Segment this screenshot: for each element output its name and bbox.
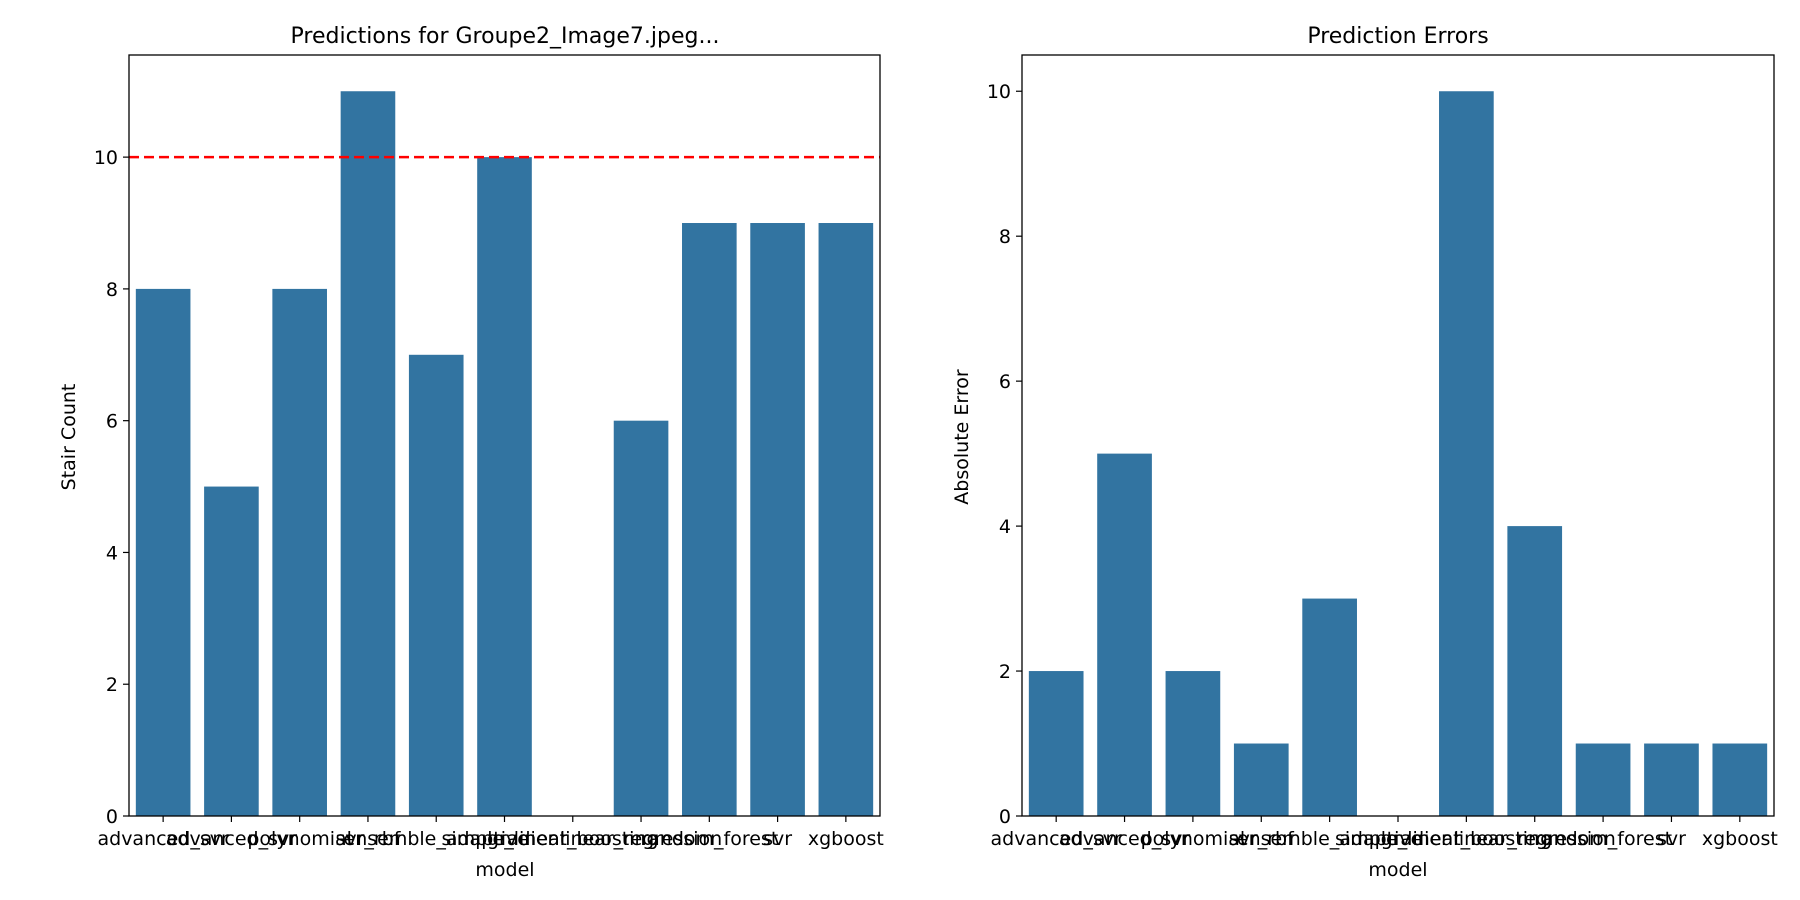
y-tick-label: 4 (106, 542, 118, 564)
bar-5 (1302, 598, 1357, 816)
chart-title: Prediction Errors (1307, 24, 1488, 49)
bar-9 (682, 223, 737, 816)
x-tick-label: linear_regression (560, 828, 722, 850)
errors-chart: Prediction Errors model Absolute Error 0… (951, 24, 1778, 881)
x-tick-label: random_forest (1534, 828, 1672, 850)
bar-11 (1712, 743, 1768, 816)
x-axis-label: model (475, 859, 534, 881)
bar-10 (1644, 743, 1699, 816)
y-tick-label: 2 (106, 674, 118, 696)
x-tick-label: simple_linear (1335, 828, 1461, 850)
y-tick-label: 10 (987, 81, 1011, 103)
bar-3 (272, 288, 327, 816)
x-tick-label: advanced_svr (166, 828, 297, 850)
bar-8 (1507, 526, 1563, 816)
x-tick-label: polynomial (1141, 828, 1246, 850)
y-tick-label: 4 (999, 516, 1011, 538)
x-tick-label: advanced_svr (97, 828, 228, 850)
x-tick-label: xgboost (1702, 828, 1778, 850)
bar-2 (1097, 453, 1152, 816)
x-tick-label: advanced_svr (1059, 828, 1190, 850)
bar-6 (477, 157, 532, 816)
x-tick-label: linear_regression (1454, 828, 1616, 850)
y-tick-label: 6 (106, 411, 118, 433)
bar-7 (1439, 91, 1494, 817)
bar-10 (750, 223, 805, 816)
bar-9 (1575, 743, 1631, 816)
x-tick-label: gradient_boosting (1381, 828, 1553, 850)
y-axis-label: Stair Count (58, 384, 80, 491)
bars-group (135, 91, 874, 817)
bar-4 (340, 91, 396, 817)
x-tick-label: svr (1657, 828, 1686, 850)
x-tick-label: ensemble_adaptive (344, 828, 529, 850)
y-tick-label: 0 (999, 806, 1011, 828)
bar-1 (1028, 671, 1084, 816)
x-tick-label: ensemble_adaptive (1237, 828, 1422, 850)
x-tick-label: svr_rbf (1229, 828, 1295, 850)
bar-5 (408, 354, 464, 816)
y-tick-label: 8 (999, 226, 1011, 248)
bars-group (1028, 91, 1768, 817)
y-tick-label: 6 (999, 371, 1011, 393)
bar-2 (204, 486, 259, 816)
y-tick-label: 0 (106, 806, 118, 828)
x-tick-label: polynomial (247, 828, 352, 850)
y-tick-label: 10 (94, 147, 118, 169)
y-axis-label: Absolute Error (951, 369, 973, 505)
x-tick-label: random_forest (640, 828, 778, 850)
bar-8 (613, 420, 669, 816)
x-tick-label: xgboost (808, 828, 884, 850)
bar-4 (1233, 743, 1289, 816)
x-ticks: advanced_svradvanced_svrpolynomialsvr_rb… (991, 816, 1778, 850)
bar-11 (818, 223, 874, 816)
bar-1 (135, 288, 191, 816)
x-tick-label: simple_linear (442, 828, 568, 850)
x-ticks: advanced_svradvanced_svrpolynomialsvr_rb… (97, 816, 884, 850)
y-ticks: 0 2 4 6 8 10 (987, 81, 1022, 828)
chart-title: Predictions for Groupe2_Image7.jpeg... (291, 24, 720, 49)
y-tick-label: 8 (106, 279, 118, 301)
x-tick-label: svr (763, 828, 792, 850)
x-tick-label: gradient_boosting (487, 828, 659, 850)
y-tick-label: 2 (999, 661, 1011, 683)
predictions-chart: Predictions for Groupe2_Image7.jpeg... m… (58, 24, 884, 881)
bar-3 (1165, 671, 1221, 816)
x-tick-label: advanced_svr (991, 828, 1122, 850)
x-tick-label: svr_rbf (335, 828, 401, 850)
y-ticks: 0 2 4 6 8 10 (94, 147, 129, 828)
x-axis-label: model (1368, 859, 1427, 881)
